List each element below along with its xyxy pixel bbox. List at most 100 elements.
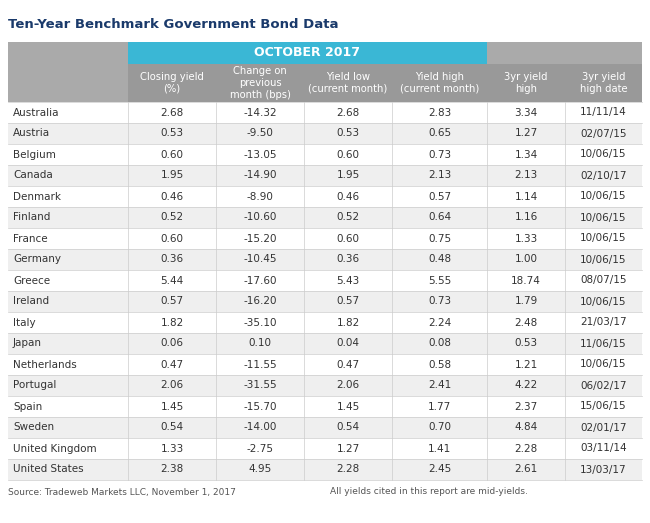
Text: 0.36: 0.36 (161, 255, 183, 265)
Text: 1.27: 1.27 (337, 444, 359, 453)
Text: 10/06/15: 10/06/15 (580, 233, 627, 244)
Text: 5.55: 5.55 (428, 276, 451, 286)
Text: 13/03/17: 13/03/17 (580, 464, 627, 474)
Text: 2.41: 2.41 (428, 381, 451, 391)
Text: 0.57: 0.57 (428, 191, 451, 201)
Text: 10/06/15: 10/06/15 (580, 212, 627, 222)
Text: 1.79: 1.79 (514, 297, 538, 306)
Text: 2.68: 2.68 (161, 108, 184, 118)
Text: 1.82: 1.82 (161, 317, 184, 327)
Text: 0.08: 0.08 (428, 338, 451, 348)
Text: 0.53: 0.53 (161, 129, 183, 139)
Text: Canada: Canada (13, 170, 53, 180)
Text: 4.22: 4.22 (514, 381, 538, 391)
Text: Spain: Spain (13, 402, 42, 412)
Text: 2.48: 2.48 (514, 317, 538, 327)
Text: -15.70: -15.70 (243, 402, 277, 412)
Text: Germany: Germany (13, 255, 61, 265)
Text: -14.90: -14.90 (243, 170, 277, 180)
Text: 0.65: 0.65 (428, 129, 451, 139)
Text: 4.84: 4.84 (514, 423, 538, 433)
Text: 0.70: 0.70 (428, 423, 451, 433)
Text: 1.00: 1.00 (515, 255, 538, 265)
Text: 1.41: 1.41 (428, 444, 451, 453)
Text: 08/07/15: 08/07/15 (580, 276, 627, 286)
Text: -8.90: -8.90 (246, 191, 274, 201)
Text: 3yr yield
high date: 3yr yield high date (580, 72, 627, 94)
Text: -11.55: -11.55 (243, 359, 277, 370)
Text: 15/06/15: 15/06/15 (580, 402, 627, 412)
Text: 1.82: 1.82 (337, 317, 359, 327)
Text: 0.73: 0.73 (428, 297, 451, 306)
Text: -13.05: -13.05 (243, 150, 277, 160)
Text: 3.34: 3.34 (514, 108, 538, 118)
Text: 10/06/15: 10/06/15 (580, 297, 627, 306)
Text: 2.06: 2.06 (161, 381, 183, 391)
Text: 0.73: 0.73 (428, 150, 451, 160)
Text: 0.64: 0.64 (428, 212, 451, 222)
Text: 1.33: 1.33 (161, 444, 184, 453)
Text: Japan: Japan (13, 338, 42, 348)
Text: 0.75: 0.75 (428, 233, 451, 244)
Text: 2.28: 2.28 (514, 444, 538, 453)
Text: 2.24: 2.24 (428, 317, 451, 327)
Text: 2.28: 2.28 (337, 464, 359, 474)
Text: 0.06: 0.06 (161, 338, 183, 348)
Text: 1.33: 1.33 (514, 233, 538, 244)
Text: Closing yield
(%): Closing yield (%) (140, 72, 204, 94)
Text: 2.13: 2.13 (428, 170, 451, 180)
Text: -16.20: -16.20 (243, 297, 277, 306)
Text: -35.10: -35.10 (243, 317, 277, 327)
Text: OCTOBER 2017: OCTOBER 2017 (255, 47, 361, 60)
Text: 3yr yield
high: 3yr yield high (504, 72, 548, 94)
Text: 0.60: 0.60 (161, 233, 183, 244)
Text: 03/11/14: 03/11/14 (580, 444, 627, 453)
Text: Finland: Finland (13, 212, 51, 222)
Text: 5.43: 5.43 (337, 276, 359, 286)
Text: 0.57: 0.57 (161, 297, 183, 306)
Text: Netherlands: Netherlands (13, 359, 77, 370)
Text: 11/06/15: 11/06/15 (580, 338, 627, 348)
Text: Source: Tradeweb Markets LLC, November 1, 2017: Source: Tradeweb Markets LLC, November 1… (8, 487, 236, 496)
Text: 2.06: 2.06 (337, 381, 359, 391)
Text: 0.53: 0.53 (337, 129, 359, 139)
Text: Ten-Year Benchmark Government Bond Data: Ten-Year Benchmark Government Bond Data (8, 18, 339, 31)
Text: 0.60: 0.60 (337, 233, 359, 244)
Text: 02/07/15: 02/07/15 (580, 129, 627, 139)
Text: 0.52: 0.52 (337, 212, 359, 222)
Text: 1.21: 1.21 (514, 359, 538, 370)
Text: Greece: Greece (13, 276, 50, 286)
Text: 0.48: 0.48 (428, 255, 451, 265)
Text: Yield high
(current month): Yield high (current month) (400, 72, 479, 94)
Text: 2.61: 2.61 (514, 464, 538, 474)
Text: -31.55: -31.55 (243, 381, 277, 391)
Text: 10/06/15: 10/06/15 (580, 191, 627, 201)
Text: 0.47: 0.47 (337, 359, 359, 370)
Text: 0.52: 0.52 (161, 212, 183, 222)
Text: -14.00: -14.00 (243, 423, 277, 433)
Text: 0.47: 0.47 (161, 359, 183, 370)
Text: Portugal: Portugal (13, 381, 57, 391)
Text: Austria: Austria (13, 129, 50, 139)
Text: -14.32: -14.32 (243, 108, 277, 118)
Text: 2.13: 2.13 (514, 170, 538, 180)
Text: -9.50: -9.50 (246, 129, 274, 139)
Text: 2.83: 2.83 (428, 108, 451, 118)
Text: 0.54: 0.54 (161, 423, 183, 433)
Text: 21/03/17: 21/03/17 (580, 317, 627, 327)
Text: 02/10/17: 02/10/17 (580, 170, 627, 180)
Text: 1.77: 1.77 (428, 402, 451, 412)
Text: Australia: Australia (13, 108, 60, 118)
Text: 1.27: 1.27 (514, 129, 538, 139)
Text: 1.45: 1.45 (161, 402, 184, 412)
Text: 11/11/14: 11/11/14 (580, 108, 627, 118)
Text: 0.58: 0.58 (428, 359, 451, 370)
Text: -15.20: -15.20 (243, 233, 277, 244)
Text: 2.45: 2.45 (428, 464, 451, 474)
Text: 0.60: 0.60 (337, 150, 359, 160)
Text: 1.34: 1.34 (514, 150, 538, 160)
Text: Yield low
(current month): Yield low (current month) (308, 72, 387, 94)
Text: France: France (13, 233, 47, 244)
Text: 2.68: 2.68 (337, 108, 359, 118)
Text: 4.95: 4.95 (248, 464, 272, 474)
